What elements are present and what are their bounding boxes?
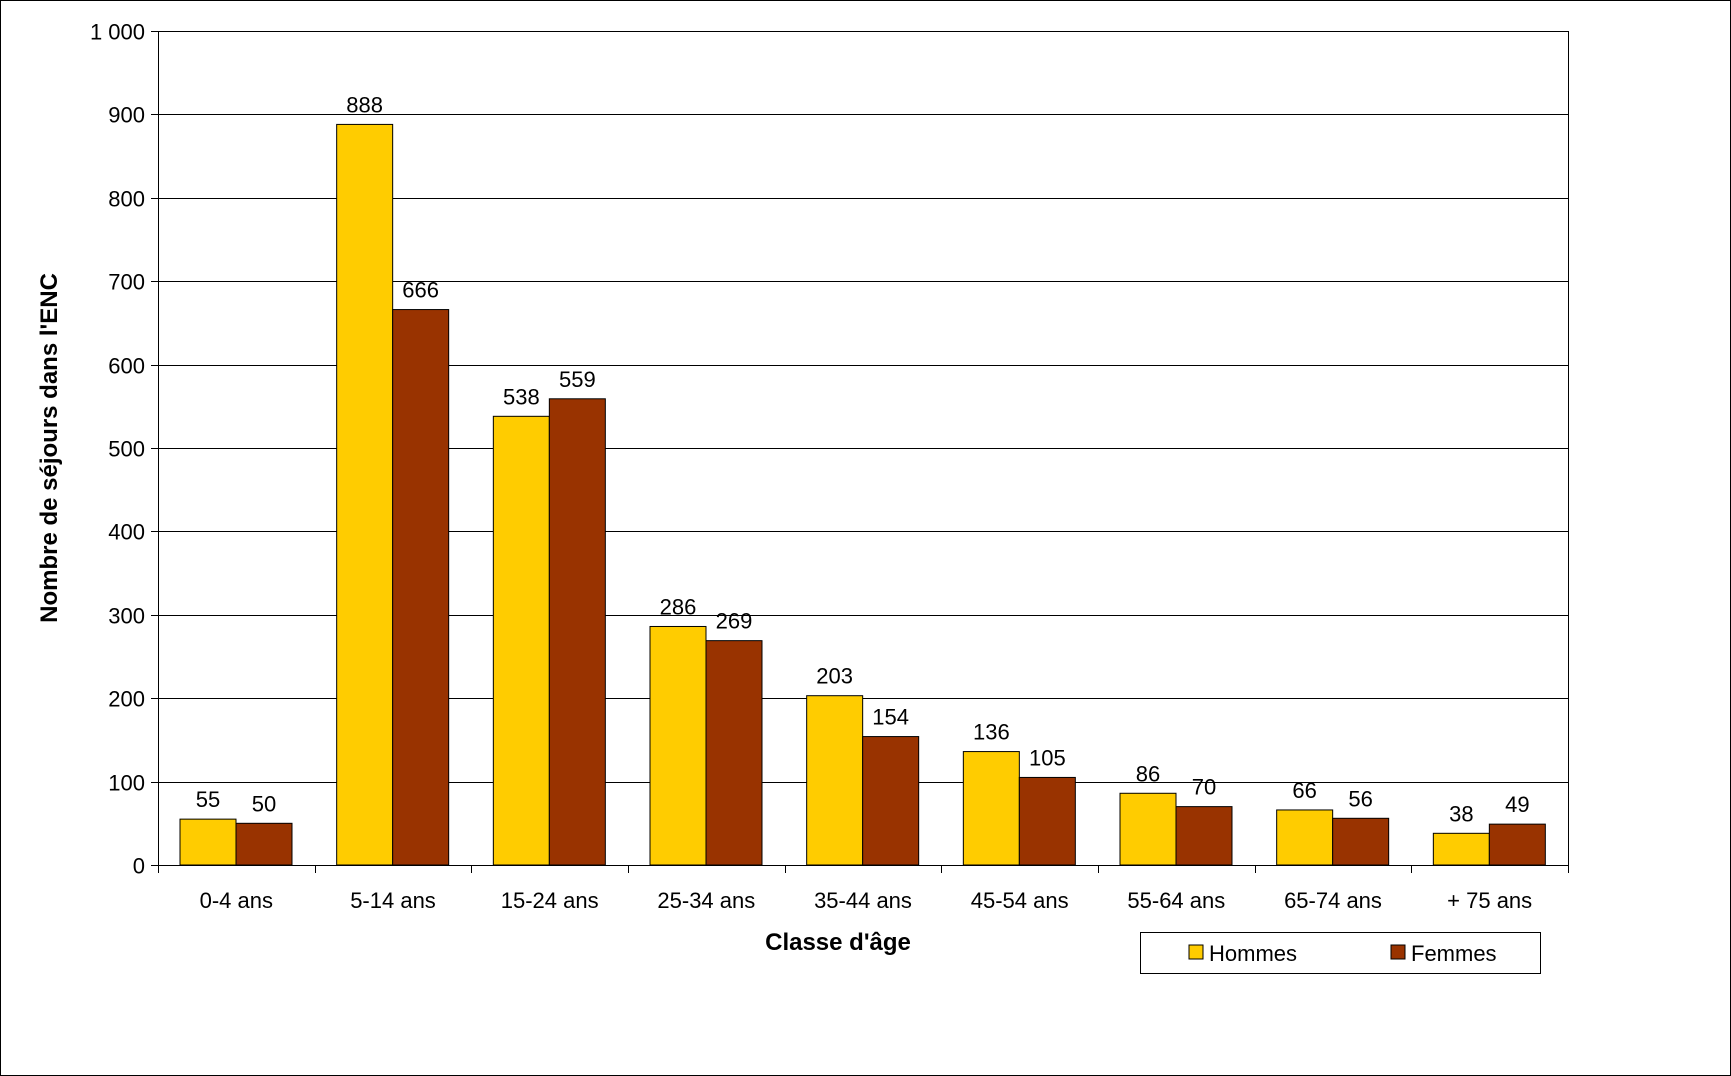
x-axis-title: Classe d'âge: [765, 929, 911, 956]
data-label: 50: [252, 791, 276, 816]
data-label: 66: [1292, 778, 1316, 803]
data-label: 666: [402, 278, 439, 303]
legend-swatch-femmes: [1390, 944, 1406, 960]
data-label: 203: [816, 664, 853, 689]
bar-femmes: [1018, 776, 1076, 866]
x-tick-label: 15-24 ans: [501, 888, 599, 913]
y-tick-label: 200: [108, 687, 145, 712]
x-tick-label: 55-64 ans: [1127, 888, 1225, 913]
bar-hommes: [806, 695, 864, 866]
bar-hommes: [1432, 832, 1490, 866]
y-tick-label: 900: [108, 103, 145, 128]
y-tick-label: 700: [108, 270, 145, 295]
data-label: 888: [346, 92, 383, 117]
data-label: 136: [973, 720, 1010, 745]
legend-swatch-hommes: [1188, 944, 1204, 960]
bar-femmes: [1175, 806, 1233, 866]
bar-femmes: [1488, 823, 1546, 866]
bar-femmes: [392, 309, 450, 866]
legend: Hommes Femmes: [1140, 932, 1541, 974]
y-tick-label: 100: [108, 771, 145, 796]
x-tick-label: 45-54 ans: [971, 888, 1069, 913]
data-label: 559: [559, 367, 596, 392]
bar-femmes: [1332, 817, 1390, 866]
bar-hommes: [1276, 809, 1334, 866]
x-tick-label: 35-44 ans: [814, 888, 912, 913]
bar-femmes: [705, 640, 763, 866]
bar-hommes: [336, 123, 394, 866]
bar-femmes: [548, 398, 606, 866]
x-tick-label: 0-4 ans: [200, 888, 273, 913]
data-label: 154: [872, 705, 909, 730]
y-tick-label: 500: [108, 437, 145, 462]
bars: [179, 123, 1546, 866]
legend-label-femmes: Femmes: [1411, 941, 1497, 966]
bar-hommes: [649, 625, 707, 866]
bar-femmes: [862, 736, 920, 866]
data-label: 70: [1192, 775, 1216, 800]
y-tick-label: 600: [108, 354, 145, 379]
axes: 0 100 200 300 400 500 600 700 800 900 1 000 0-4 ans…: [90, 20, 1569, 913]
data-label: 538: [503, 384, 540, 409]
x-tick-label: 25-34 ans: [657, 888, 755, 913]
y-axis-title: Nombre de séjours dans l'ENC: [36, 273, 63, 623]
data-label: 56: [1348, 786, 1372, 811]
y-tick-label: 0: [133, 854, 145, 879]
data-labels: 55 50 888 666 538 559 286 269 203 154 136 105 86 70 66…: [196, 92, 1530, 826]
data-label: 86: [1136, 761, 1160, 786]
bar-femmes: [235, 822, 293, 866]
legend-label-hommes: Hommes: [1209, 941, 1297, 966]
y-tick-label: 800: [108, 187, 145, 212]
legend-box: [1140, 932, 1541, 974]
data-label: 286: [660, 594, 697, 619]
data-label: 105: [1029, 745, 1066, 770]
data-label: 55: [196, 787, 220, 812]
data-label: 269: [716, 609, 753, 634]
data-label: 38: [1449, 801, 1473, 826]
x-tick-label: 5-14 ans: [350, 888, 436, 913]
bar-hommes: [962, 751, 1020, 866]
x-tick-label: 65-74 ans: [1284, 888, 1382, 913]
x-tick-label: + 75 ans: [1447, 888, 1532, 913]
y-tick-label: 1 000: [90, 20, 145, 45]
bar-hommes: [1119, 792, 1177, 866]
bar-hommes: [179, 818, 237, 866]
y-tick-label: 400: [108, 520, 145, 545]
data-label: 49: [1505, 792, 1529, 817]
y-tick-label: 300: [108, 604, 145, 629]
bar-hommes: [492, 415, 550, 866]
